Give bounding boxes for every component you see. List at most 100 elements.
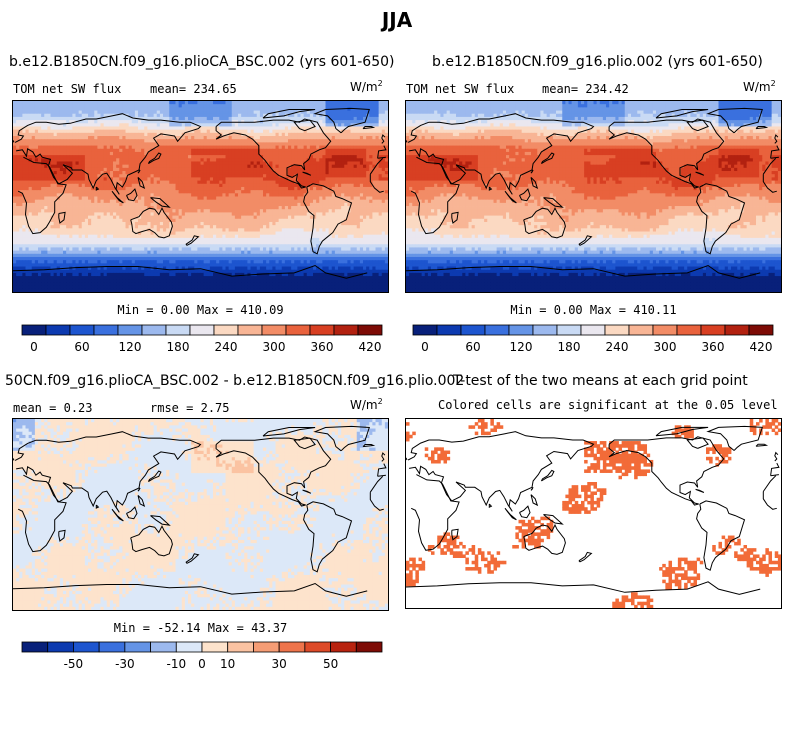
grid-cell bbox=[122, 215, 126, 220]
grid-cell bbox=[63, 129, 67, 134]
grid-cell bbox=[378, 132, 383, 137]
grid-cell bbox=[250, 148, 255, 153]
grid-cell bbox=[188, 180, 192, 185]
grid-cell bbox=[16, 180, 20, 185]
grid-cell bbox=[219, 196, 223, 201]
grid-cell bbox=[175, 155, 180, 159]
grid-cell bbox=[134, 206, 139, 210]
grid-cell bbox=[272, 218, 276, 223]
grid-cell bbox=[244, 151, 248, 156]
grid-cell bbox=[188, 171, 192, 175]
grid-cell bbox=[47, 145, 51, 150]
grid-cell bbox=[256, 202, 261, 207]
grid-cell bbox=[325, 202, 330, 207]
grid-cell bbox=[63, 193, 67, 197]
grid-cell bbox=[119, 193, 123, 197]
grid-cell bbox=[191, 199, 195, 204]
grid-cell bbox=[144, 180, 148, 185]
grid-cell bbox=[81, 120, 86, 124]
grid-cell bbox=[13, 139, 17, 143]
grid-cell bbox=[241, 142, 245, 146]
grid-cell bbox=[188, 110, 192, 115]
grid-cell bbox=[322, 126, 326, 131]
grid-cell bbox=[22, 190, 26, 194]
grid-cell bbox=[272, 123, 276, 127]
grid-cell bbox=[284, 110, 289, 115]
grid-cell bbox=[306, 171, 311, 175]
grid-cell bbox=[306, 151, 311, 156]
grid-cell bbox=[344, 107, 348, 111]
grid-cell bbox=[234, 129, 239, 134]
grid-cell bbox=[75, 209, 80, 213]
grid-cell bbox=[197, 215, 201, 220]
grid-cell bbox=[334, 202, 339, 207]
grid-cell bbox=[188, 104, 192, 108]
grid-cell bbox=[259, 206, 264, 210]
grid-cell bbox=[306, 196, 311, 201]
grid-cell bbox=[144, 196, 148, 201]
grid-cell bbox=[116, 228, 120, 232]
grid-cell bbox=[334, 186, 339, 191]
grid-cell bbox=[272, 113, 276, 118]
grid-cell bbox=[91, 221, 95, 226]
grid-cell bbox=[88, 167, 92, 172]
grid-cell bbox=[178, 164, 183, 169]
grid-cell bbox=[103, 218, 108, 223]
grid-cell bbox=[350, 225, 355, 229]
grid-cell bbox=[206, 164, 211, 169]
grid-cell bbox=[103, 171, 108, 175]
grid-cell bbox=[203, 161, 208, 166]
grid-cell bbox=[63, 158, 67, 162]
grid-cell bbox=[131, 212, 136, 216]
grid-cell bbox=[231, 132, 236, 137]
grid-cell bbox=[22, 209, 26, 213]
grid-cell bbox=[194, 167, 198, 172]
grid-cell bbox=[322, 136, 326, 140]
grid-cell bbox=[381, 209, 386, 213]
grid-cell bbox=[272, 212, 276, 216]
grid-cell bbox=[284, 142, 289, 146]
grid-cell bbox=[281, 215, 286, 220]
grid-cell bbox=[172, 104, 176, 108]
grid-cell bbox=[44, 116, 48, 121]
grid-cell bbox=[381, 171, 386, 175]
grid-cell bbox=[181, 155, 186, 159]
grid-cell bbox=[72, 231, 76, 236]
grid-cell bbox=[125, 186, 130, 191]
grid-cell bbox=[144, 101, 148, 105]
grid-cell bbox=[247, 101, 251, 105]
grid-cell bbox=[278, 196, 283, 201]
grid-cell bbox=[150, 164, 155, 169]
grid-cell bbox=[219, 129, 223, 134]
grid-cell bbox=[241, 113, 245, 118]
grid-cell bbox=[106, 161, 111, 166]
grid-cell bbox=[128, 104, 133, 108]
grid-cell bbox=[94, 129, 98, 134]
grid-cell bbox=[322, 177, 326, 181]
grid-cell bbox=[269, 196, 273, 201]
grid-cell bbox=[72, 104, 76, 108]
grid-cell bbox=[25, 202, 30, 207]
grid-cell bbox=[181, 126, 186, 131]
grid-cell bbox=[184, 215, 189, 220]
grid-cell bbox=[100, 120, 105, 124]
grid-cell bbox=[244, 104, 248, 108]
grid-cell bbox=[22, 145, 26, 150]
grid-cell bbox=[313, 180, 317, 185]
grid-cell bbox=[59, 190, 64, 194]
grid-cell bbox=[350, 202, 355, 207]
grid-cell bbox=[284, 206, 289, 210]
grid-cell bbox=[100, 186, 105, 191]
grid-cell bbox=[128, 180, 133, 185]
grid-cell bbox=[331, 193, 336, 197]
grid-cell bbox=[13, 199, 17, 204]
grid-cell bbox=[178, 174, 183, 178]
grid-cell bbox=[72, 186, 76, 191]
grid-cell bbox=[141, 123, 145, 127]
grid-cell bbox=[225, 202, 230, 207]
grid-cell bbox=[188, 145, 192, 150]
grid-cell bbox=[241, 116, 245, 121]
grid-cell bbox=[13, 101, 17, 105]
grid-cell bbox=[222, 136, 226, 140]
grid-cell bbox=[56, 186, 61, 191]
